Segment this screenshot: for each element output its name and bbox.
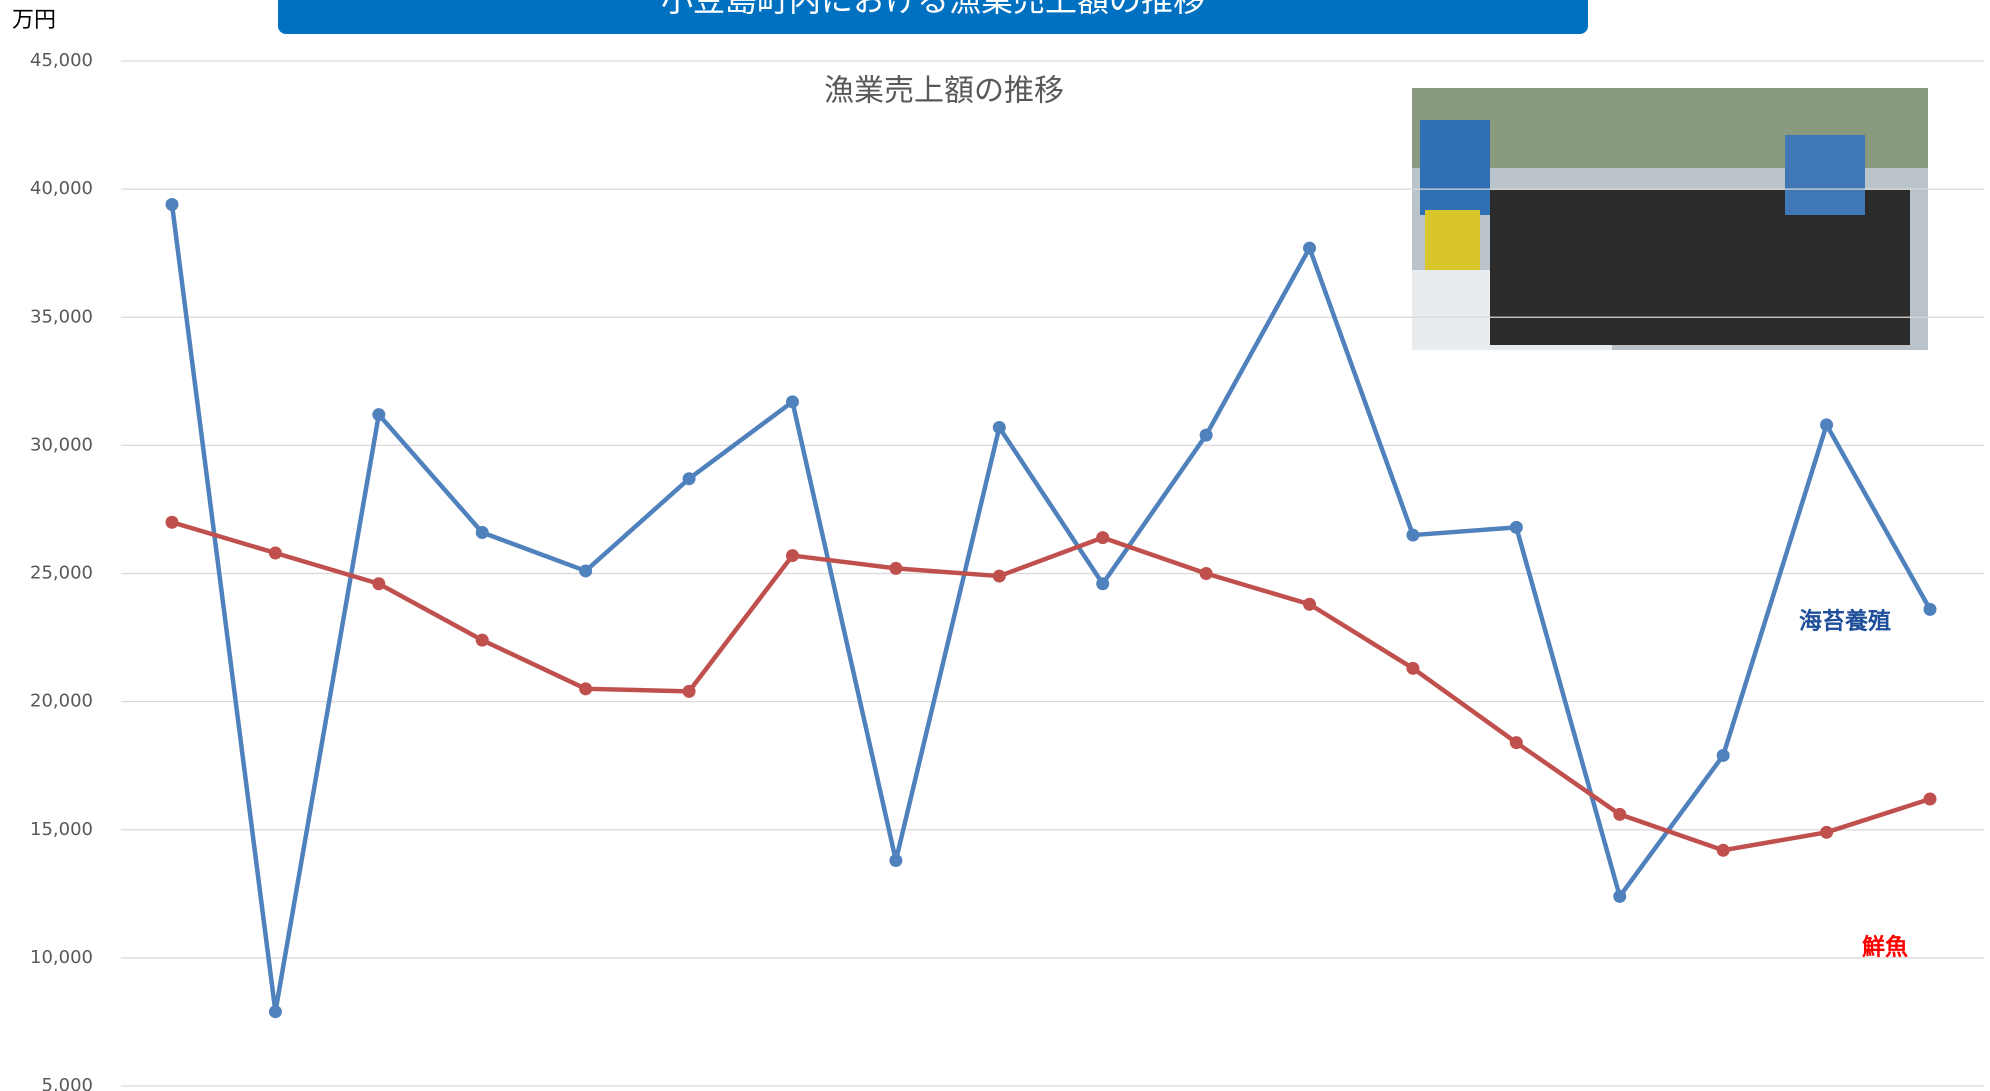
data-point <box>1613 807 1627 821</box>
data-point <box>992 569 1006 583</box>
data-point <box>475 526 489 539</box>
data-point <box>372 577 386 591</box>
data-point <box>1303 241 1317 255</box>
data-point <box>1509 736 1523 750</box>
data-point <box>889 561 903 575</box>
data-point <box>1613 889 1627 903</box>
y-tick-label: 35,000 <box>30 306 93 327</box>
data-point <box>785 549 799 563</box>
data-point <box>372 408 386 422</box>
data-point <box>992 420 1006 434</box>
series-label: 海苔養殖 <box>1799 608 1891 635</box>
data-point <box>1509 520 1523 534</box>
data-point <box>579 564 593 578</box>
data-point <box>268 546 282 560</box>
y-tick-label: 5,000 <box>41 1075 93 1091</box>
series-line <box>171 520 1931 853</box>
series-label: 鮮魚 <box>1862 934 1908 961</box>
data-point <box>1820 418 1834 432</box>
y-tick-label: 25,000 <box>30 563 93 584</box>
y-unit: 万円 <box>12 8 56 33</box>
data-point <box>785 395 799 409</box>
y-tick-label: 20,000 <box>30 691 93 712</box>
data-point <box>1199 567 1213 580</box>
data-point <box>475 633 489 647</box>
y-tick-label: 15,000 <box>30 819 93 840</box>
y-tick-label: 40,000 <box>30 178 93 199</box>
y-tick-label: 30,000 <box>30 434 93 455</box>
data-point <box>1199 428 1213 442</box>
data-point <box>889 854 903 867</box>
series-line <box>169 204 1932 1014</box>
data-point <box>1716 748 1730 762</box>
data-point <box>1303 597 1317 611</box>
data-point <box>268 1005 282 1019</box>
data-point <box>682 472 696 486</box>
banner-title: 小豆島町内における漁業売上額の推移 <box>661 0 1205 19</box>
data-point <box>1096 577 1110 591</box>
y-tick-label: 45,000 <box>30 50 93 71</box>
data-point <box>165 198 179 211</box>
data-point <box>579 682 593 696</box>
data-point <box>1406 661 1420 675</box>
chart-title: 漁業売上額の推移 <box>824 74 1064 109</box>
data-point <box>682 684 696 698</box>
data-point <box>1820 825 1834 839</box>
data-point <box>165 515 179 529</box>
data-point <box>1406 528 1420 542</box>
photo <box>1412 88 1928 350</box>
data-point <box>1716 843 1730 857</box>
data-point <box>1096 531 1110 545</box>
banner-box <box>278 0 1588 34</box>
y-tick-label: 10,000 <box>30 947 93 968</box>
data-point <box>1923 602 1937 616</box>
data-point <box>1923 792 1937 806</box>
